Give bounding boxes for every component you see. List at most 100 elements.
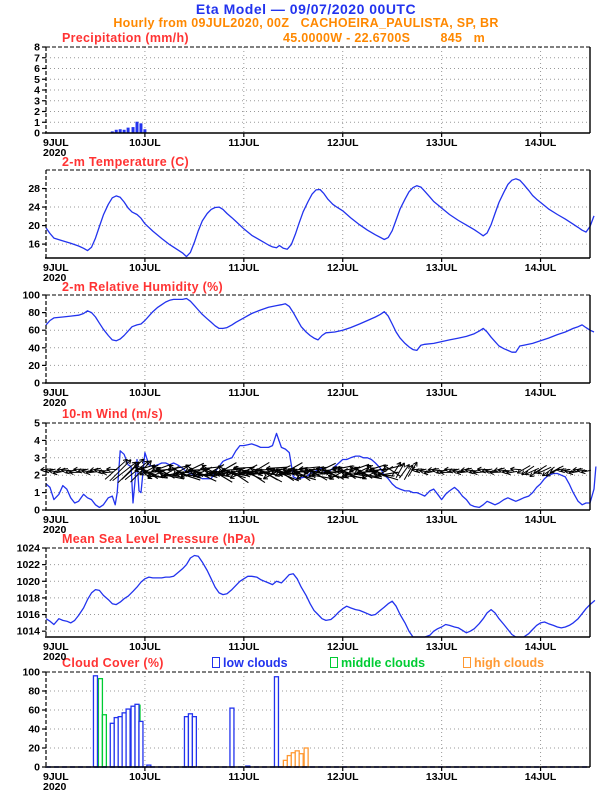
cloud-cover-panel: 0 20 40 60 80 100 10JUL 11JUL 12JUL 13JUL 14JUL 9JU… <box>22 667 591 792</box>
low_clouds-bar <box>92 675 99 768</box>
panel-title-pressure: Mean Sea Level Pressure (hPa) <box>62 532 256 546</box>
svg-text:3: 3 <box>34 452 40 464</box>
svg-text:9JUL: 9JUL <box>43 771 69 783</box>
svg-text:11JUL: 11JUL <box>228 262 260 274</box>
svg-text:13JUL: 13JUL <box>426 387 458 399</box>
pressure-panel-curve <box>45 554 596 638</box>
wind-vectors <box>40 458 592 484</box>
page-title: Eta Model — 09/07/2020 00UTC <box>195 1 417 17</box>
precip-bar <box>139 123 143 133</box>
precip-bar <box>110 131 114 133</box>
svg-text:12JUL: 12JUL <box>327 514 359 526</box>
low_clouds-bar <box>125 708 131 768</box>
svg-text:11JUL: 11JUL <box>228 387 260 399</box>
svg-text:40: 40 <box>28 724 40 736</box>
svg-text:60: 60 <box>28 705 40 717</box>
svg-text:100: 100 <box>22 667 40 679</box>
svg-text:2: 2 <box>34 106 40 118</box>
svg-text:1020: 1020 <box>17 576 41 588</box>
precip-bar <box>126 127 130 133</box>
svg-text:2020: 2020 <box>43 524 67 536</box>
svg-text:12JUL: 12JUL <box>327 387 359 399</box>
low-clouds-swatch-icon <box>212 657 220 668</box>
svg-text:4: 4 <box>34 85 40 97</box>
svg-text:16: 16 <box>28 239 40 251</box>
panel-title-precipitation: Precipitation (mm/h) <box>62 31 189 45</box>
legend-low-clouds: low clouds <box>212 656 288 670</box>
svg-text:9JUL: 9JUL <box>43 262 69 274</box>
temperature-panel-curve <box>45 178 595 258</box>
svg-text:80: 80 <box>28 686 40 698</box>
panel-title-cloud-cover: Cloud Cover (%) <box>62 656 164 670</box>
svg-text:2020: 2020 <box>43 651 67 663</box>
svg-text:2020: 2020 <box>43 781 67 792</box>
svg-text:13JUL: 13JUL <box>426 137 458 149</box>
svg-text:10JUL: 10JUL <box>129 771 161 783</box>
pressure-panel: 1014 1016 1018 1020 1022 1024 10JUL 11JUL 12JUL 1… <box>17 543 596 663</box>
svg-text:14JUL: 14JUL <box>525 771 557 783</box>
svg-text:10JUL: 10JUL <box>129 514 161 526</box>
wind-panel: 0 1 2 3 4 5 10JUL 11JUL 12JUL 13JUL 14JUL 9JUL2020 <box>34 418 597 536</box>
high-clouds-swatch-icon <box>463 657 471 668</box>
svg-text:10JUL: 10JUL <box>129 387 161 399</box>
legend-middle-clouds-label: middle clouds <box>341 656 426 670</box>
low_clouds-bar <box>273 676 280 768</box>
svg-text:40: 40 <box>28 342 40 354</box>
svg-text:7: 7 <box>34 52 40 64</box>
svg-text:2020: 2020 <box>43 272 67 284</box>
svg-text:0: 0 <box>34 505 40 517</box>
humidity-panel: 0 20 40 60 80 100 10JUL 11JUL 12JUL 13JUL 14JUL 9JU… <box>22 290 595 409</box>
svg-text:8: 8 <box>34 42 40 54</box>
precip-bar <box>118 129 122 133</box>
svg-text:5: 5 <box>34 74 40 86</box>
precip-bar <box>135 121 139 133</box>
low_clouds-bar <box>138 720 144 768</box>
low_clouds-bar <box>229 707 235 768</box>
legend-high-clouds-label: high clouds <box>474 656 545 670</box>
svg-text:20: 20 <box>28 743 40 755</box>
svg-text:11JUL: 11JUL <box>228 641 260 653</box>
svg-text:11JUL: 11JUL <box>228 514 260 526</box>
svg-text:28: 28 <box>28 183 40 195</box>
svg-text:1014: 1014 <box>17 626 41 638</box>
precip-bar <box>131 127 135 133</box>
svg-text:20: 20 <box>28 220 40 232</box>
panel-title-humidity: 2-m Relative Humidity (%) <box>62 280 224 294</box>
svg-text:5: 5 <box>34 418 40 430</box>
svg-text:20: 20 <box>28 360 40 372</box>
svg-text:13JUL: 13JUL <box>426 641 458 653</box>
station-coordinates: 45.0000W - 22.6700S 845 m <box>283 31 485 45</box>
svg-text:14JUL: 14JUL <box>525 641 557 653</box>
svg-text:9JUL: 9JUL <box>43 137 69 149</box>
humidity-panel-curve <box>45 297 595 353</box>
precip-bar <box>122 129 126 133</box>
svg-text:9JUL: 9JUL <box>43 387 69 399</box>
panel-title-temperature: 2-m Temperature (C) <box>62 155 190 169</box>
low_clouds-bar <box>191 716 198 768</box>
svg-text:24: 24 <box>28 202 40 214</box>
svg-text:1022: 1022 <box>17 559 41 571</box>
svg-text:10JUL: 10JUL <box>129 641 161 653</box>
svg-text:6: 6 <box>34 63 40 75</box>
svg-text:11JUL: 11JUL <box>228 771 260 783</box>
precip-bar <box>143 129 147 133</box>
svg-text:9JUL: 9JUL <box>43 514 69 526</box>
svg-text:2: 2 <box>34 470 40 482</box>
svg-text:3: 3 <box>34 95 40 107</box>
svg-text:2020: 2020 <box>43 397 67 409</box>
svg-text:13JUL: 13JUL <box>426 771 458 783</box>
page-subtitle: Hourly from 09JUL2020, 00Z CACHOEIRA_PAU… <box>113 16 499 30</box>
svg-text:9JUL: 9JUL <box>43 641 69 653</box>
panel-title-wind: 10-m Wind (m/s) <box>62 407 163 421</box>
svg-text:0: 0 <box>34 128 40 140</box>
svg-text:2020: 2020 <box>43 147 67 159</box>
svg-text:80: 80 <box>28 307 40 319</box>
middle-clouds-swatch-icon <box>330 657 338 668</box>
legend-high-clouds: high clouds <box>463 656 544 670</box>
svg-text:13JUL: 13JUL <box>426 262 458 274</box>
svg-text:12JUL: 12JUL <box>327 771 359 783</box>
svg-text:0: 0 <box>34 762 40 774</box>
